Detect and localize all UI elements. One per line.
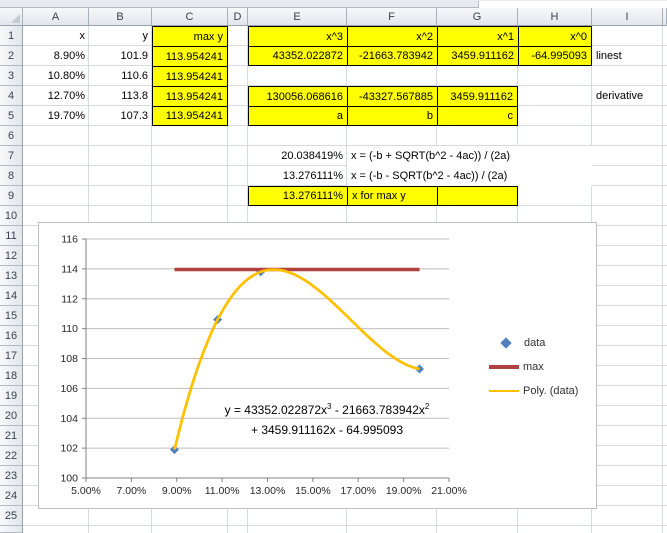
- cell-G5[interactable]: c: [437, 106, 518, 126]
- equation-line-1: y = 43352.022872x3 - 21663.783942x2: [224, 402, 430, 417]
- cell-A1[interactable]: x: [79, 30, 86, 42]
- svg-text:116: 116: [61, 234, 78, 246]
- column-header-B[interactable]: B: [89, 8, 152, 26]
- cell-H1[interactable]: x^0: [518, 26, 592, 46]
- column-header-E[interactable]: E: [248, 8, 347, 26]
- formula-bar-strip: [0, 0, 667, 8]
- svg-text:102: 102: [60, 443, 78, 455]
- column-header-I[interactable]: I: [592, 8, 663, 26]
- cell-C5[interactable]: 113.954241: [152, 106, 228, 126]
- column-header-D[interactable]: D: [228, 8, 248, 26]
- cell-E8[interactable]: 13.276111%: [282, 170, 343, 182]
- svg-text:17.00%: 17.00%: [340, 485, 376, 497]
- svg-text:114: 114: [61, 263, 78, 275]
- cell-E4[interactable]: 130056.068616: [248, 86, 347, 106]
- legend-label: max: [523, 361, 544, 373]
- cell-F7[interactable]: x = (-b + SQRT(b^2 - 4ac)) / (2a): [347, 146, 592, 166]
- svg-text:9.00%: 9.00%: [162, 485, 192, 497]
- row-header-20[interactable]: 20: [0, 406, 23, 426]
- svg-text:21.00%: 21.00%: [431, 485, 467, 497]
- column-header-C[interactable]: C: [152, 8, 228, 26]
- cell-G2[interactable]: 3459.911162: [437, 46, 518, 66]
- row-header-25[interactable]: 25: [0, 506, 23, 526]
- row-header-24[interactable]: 24: [0, 486, 23, 506]
- cell-H2[interactable]: -64.995093: [518, 46, 592, 66]
- cell-C3[interactable]: 113.954241: [152, 66, 228, 86]
- svg-text:104: 104: [60, 413, 78, 425]
- svg-text:11.00%: 11.00%: [205, 485, 240, 497]
- cell-A2[interactable]: 8.90%: [53, 50, 85, 62]
- svg-text:108: 108: [60, 353, 78, 365]
- chart-plot-area: 100 102 104 106 108 110 112 114 116 5.00% 7.00% 9.0…: [60, 234, 467, 498]
- svg-text:112: 112: [61, 293, 78, 305]
- cell-I4[interactable]: derivative: [596, 90, 644, 102]
- svg-text:100: 100: [60, 473, 78, 485]
- cell-E7[interactable]: 20.038419%: [281, 150, 343, 162]
- corner-triangle-icon: [11, 14, 20, 23]
- cell-E1[interactable]: x^3: [248, 26, 347, 46]
- legend-item-max[interactable]: max: [489, 355, 594, 379]
- svg-text:5.00%: 5.00%: [71, 485, 101, 497]
- row-header-21[interactable]: 21: [0, 426, 23, 446]
- cell-A4[interactable]: 12.70%: [47, 90, 85, 102]
- cell-F4[interactable]: -43327.567885: [347, 86, 437, 106]
- legend-label: Poly. (data): [523, 385, 579, 397]
- cell-E2[interactable]: 43352.022872: [248, 46, 347, 66]
- formula-input-strip[interactable]: [478, 1, 667, 8]
- svg-text:13.00%: 13.00%: [250, 485, 286, 497]
- cell-B4[interactable]: 113.8: [121, 90, 148, 102]
- cell-C2[interactable]: 113.954241: [152, 46, 228, 66]
- column-header-F[interactable]: F: [347, 8, 437, 26]
- row-header-23[interactable]: 23: [0, 466, 23, 486]
- cell-B3[interactable]: 110.6: [121, 70, 148, 82]
- cell-B1[interactable]: y: [142, 30, 149, 42]
- cells-layer: x y max y x^3 x^2 x^1 x^0 8.90% 101.9 113.954241 4…: [0, 26, 667, 533]
- svg-text:106: 106: [60, 383, 78, 395]
- cell-F1[interactable]: x^2: [347, 26, 437, 46]
- cell-G4[interactable]: 3459.911162: [437, 86, 518, 106]
- max-series-line-icon: [489, 365, 519, 369]
- column-header-H[interactable]: H: [518, 8, 592, 26]
- gridline-vertical: [662, 26, 663, 533]
- legend-label: data: [524, 337, 546, 349]
- trendline-equation[interactable]: y = 43352.022872x3 - 21663.783942x2 + 34…: [157, 397, 497, 440]
- chart-container[interactable]: 100 102 104 106 108 110 112 114 116 5.00% 7.00% 9.0…: [38, 222, 597, 509]
- cell-E5[interactable]: a: [248, 106, 347, 126]
- row-header-16[interactable]: 16: [0, 326, 23, 346]
- cell-G1[interactable]: x^1: [437, 26, 518, 46]
- svg-text:15.00%: 15.00%: [295, 485, 331, 497]
- cell-A3[interactable]: 10.80%: [47, 70, 85, 82]
- cell-F8[interactable]: x = (-b - SQRT(b^2 - 4ac)) / (2a): [347, 166, 592, 186]
- equation-line-2: + 3459.911162x - 64.995093: [250, 423, 404, 437]
- chart-legend[interactable]: data max Poly. (data): [489, 331, 594, 403]
- column-header-G[interactable]: G: [437, 8, 518, 26]
- cell-E9[interactable]: 13.276111%: [248, 186, 347, 206]
- trendline-line-icon: [489, 389, 519, 393]
- row-header-10[interactable]: 10: [0, 206, 23, 226]
- cell-B2[interactable]: 101.9: [120, 50, 148, 62]
- cell-I2[interactable]: linest: [596, 50, 622, 62]
- legend-item-poly[interactable]: Poly. (data): [489, 379, 594, 403]
- row-header-14[interactable]: 14: [0, 286, 23, 306]
- column-header-partial[interactable]: [663, 8, 667, 26]
- cell-C1[interactable]: max y: [152, 26, 228, 46]
- svg-text:19.00%: 19.00%: [386, 485, 422, 497]
- cell-F9[interactable]: x for max y: [347, 186, 437, 206]
- cell-F5[interactable]: b: [347, 106, 437, 126]
- cell-B5[interactable]: 107.3: [120, 110, 148, 122]
- column-header-A[interactable]: A: [23, 8, 89, 26]
- cell-C4[interactable]: 113.954241: [152, 86, 228, 106]
- cell-G9[interactable]: [437, 186, 518, 206]
- gridline-vertical: [22, 26, 23, 533]
- select-all-corner[interactable]: [0, 8, 23, 26]
- legend-item-data[interactable]: data: [489, 331, 594, 355]
- cell-F2[interactable]: -21663.783942: [347, 46, 437, 66]
- cell-A5[interactable]: 19.70%: [47, 110, 85, 122]
- data-series-marker-icon: [500, 337, 512, 349]
- svg-text:110: 110: [61, 323, 78, 335]
- svg-text:7.00%: 7.00%: [116, 485, 146, 497]
- row-header-17[interactable]: 17: [0, 346, 23, 366]
